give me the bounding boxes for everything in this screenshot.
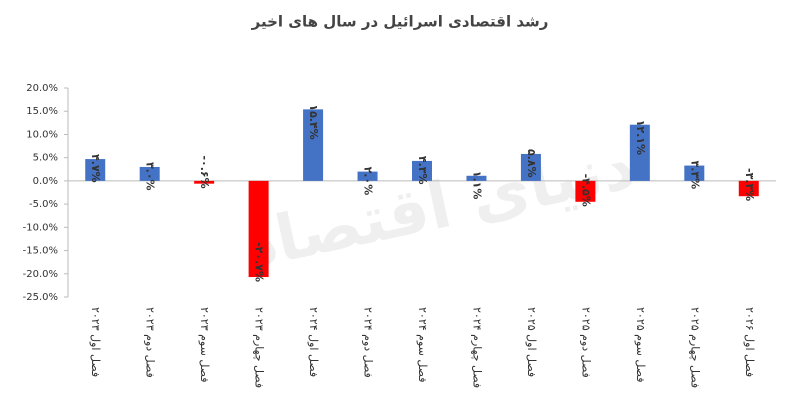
value-label: ۱۲.۱% [634,120,647,155]
chart-title: رشد اقتصادی اسرائیل در سال های اخیر [251,13,549,31]
y-tick-label: 15.0% [26,106,58,117]
x-tick-label: فصل اول ۲۰۲۳ [89,307,102,377]
y-tick-label: -10.0% [23,222,58,233]
x-tick-label: فصل چهارم ۲۰۲۵ [688,307,701,388]
x-tick-label: فصل اول ۲۰۲۶ [743,307,756,377]
x-tick-label: فصل سوم ۲۰۲۵ [634,307,647,382]
x-tick-label: فصل سوم ۲۰۲۳ [198,307,211,382]
bar [520,153,541,181]
value-label: -۲۰.۷% [253,242,266,282]
value-label: ۲.۰% [362,167,375,196]
value-label: ۳.۰% [144,162,157,191]
y-tick-label: 10.0% [26,129,58,140]
y-tick-label: -15.0% [23,246,58,257]
value-label: ۱.۱% [470,171,483,200]
y-tick-label: -25.0% [23,292,58,303]
y-tick-label: -20.0% [23,269,58,280]
x-tick-label: فصل اول ۲۰۲۴ [307,307,320,377]
x-tick-label: فصل اول ۲۰۲۵ [525,307,538,377]
bar [412,160,432,181]
bar [466,175,487,181]
x-tick-label: فصل چهارم ۲۰۲۴ [470,307,483,388]
y-tick-label: 20.0% [26,83,58,94]
y-tick-label: 5.0% [33,153,58,164]
value-label: ۴.۳% [416,156,429,185]
value-label: ۴.۷% [89,154,102,183]
bar [303,109,324,181]
x-tick-label: فصل چهارم ۲۰۲۳ [253,307,266,388]
bar [575,180,596,202]
y-tick-label: 0.0% [33,176,58,187]
value-label: ۳.۳% [688,161,701,190]
bar [738,180,759,197]
y-tick-label: -5.0% [29,199,58,210]
value-label: ۵.۸% [525,149,538,178]
bar [85,159,106,181]
x-tick-label: فصل دوم ۲۰۲۴ [362,307,375,378]
bar [357,171,378,181]
bar [629,124,650,181]
value-label: -۴.۵% [579,174,592,207]
x-tick-label: فصل دوم ۲۰۲۳ [144,307,157,378]
x-tick-label: فصل دوم ۲۰۲۵ [579,307,592,378]
x-tick-label: فصل سوم ۲۰۲۴ [416,307,429,382]
value-label: ۱۵.۴% [307,104,320,139]
value-label: -۰.۶% [198,155,211,188]
bar [139,166,160,181]
value-label: -۳.۳% [743,168,756,201]
bar [684,165,705,181]
bar [248,180,269,278]
bar [194,180,215,184]
